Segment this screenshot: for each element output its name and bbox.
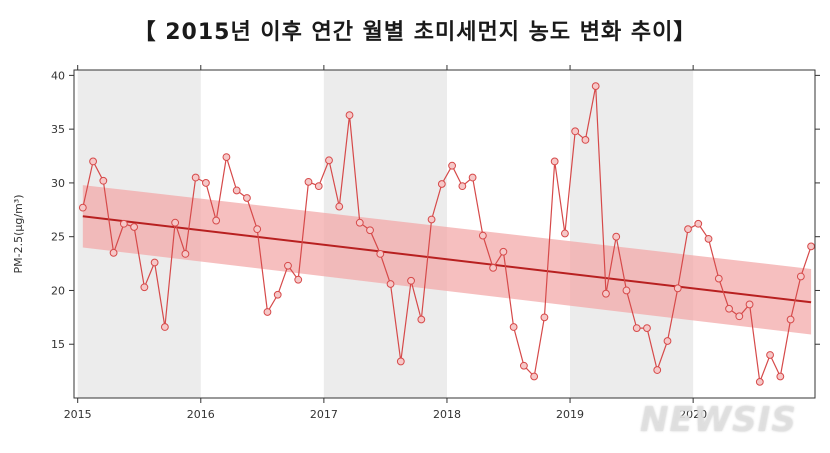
data-point	[612, 232, 621, 241]
data-point	[468, 173, 477, 182]
data-point	[130, 223, 139, 231]
data-point	[745, 300, 754, 309]
data-point	[622, 286, 631, 295]
data-point	[140, 283, 149, 292]
y-tick-label: 35	[51, 123, 65, 136]
data-point	[755, 377, 764, 386]
data-point	[89, 157, 97, 166]
y-tick-label: 25	[51, 231, 65, 244]
data-point	[202, 179, 210, 187]
data-point	[294, 275, 303, 284]
year-shade-2019	[570, 70, 694, 398]
data-point	[212, 216, 221, 225]
axes: 15 20 25 30 35 40 2015 2016 2017 2018 2019 2020 PM-2…	[12, 65, 820, 421]
y-axis-label: PM-2.5(μg/m³)	[12, 195, 25, 274]
chart-title: 【 2015년 이후 연간 월별 초미세먼지 농도 변화 추이】	[133, 20, 697, 45]
trend-line-layer	[82, 215, 812, 304]
trend-line	[82, 215, 812, 304]
data-point	[458, 182, 467, 191]
data-point	[232, 186, 241, 195]
data-point	[643, 324, 651, 332]
data-point	[78, 203, 87, 212]
data-point	[663, 337, 672, 345]
data-point	[181, 249, 190, 258]
data-point	[253, 225, 262, 234]
data-point	[735, 312, 744, 321]
y-tick-label: 40	[51, 69, 65, 82]
data-point	[561, 229, 569, 238]
data-point	[150, 258, 159, 267]
data-point	[263, 308, 272, 316]
data-point	[766, 351, 774, 359]
data-point	[314, 182, 323, 191]
data-point	[437, 180, 446, 188]
data-point	[109, 248, 118, 257]
data-point	[119, 219, 128, 228]
data-point	[427, 215, 436, 224]
data-point	[478, 231, 487, 240]
data-point	[366, 226, 374, 235]
data-point	[345, 111, 354, 120]
data-point	[355, 218, 364, 227]
x-tick-label: 2018	[433, 408, 461, 421]
data-point	[171, 218, 180, 227]
data-point	[530, 372, 539, 381]
data-point	[571, 127, 580, 136]
series-layer	[78, 82, 816, 386]
data-point	[325, 156, 333, 165]
y-tick-label: 30	[51, 177, 65, 190]
data-point	[160, 323, 169, 331]
data-point	[489, 263, 498, 272]
data-point	[581, 136, 590, 144]
data-point	[796, 272, 805, 281]
data-point	[448, 161, 456, 170]
x-tick-label: 2015	[64, 408, 92, 421]
y-tick-label: 20	[51, 284, 65, 297]
newsis-watermark: NEWSIS	[640, 400, 797, 440]
data-point	[684, 225, 692, 234]
data-point	[550, 157, 559, 166]
data-point	[776, 372, 785, 381]
plot-frame	[73, 69, 816, 399]
data-point	[602, 289, 610, 298]
data-point	[694, 219, 703, 228]
data-point	[284, 261, 292, 270]
data-point	[417, 315, 426, 324]
data-point	[653, 366, 662, 374]
data-point	[396, 357, 405, 366]
data-point	[786, 315, 795, 324]
data-point	[99, 176, 108, 185]
data-point	[335, 202, 344, 211]
x-tick-label: 2020	[679, 408, 707, 421]
data-point	[632, 324, 641, 332]
data-point	[673, 284, 682, 293]
data-point	[243, 194, 251, 202]
data-point	[725, 304, 733, 313]
data-point	[376, 249, 385, 258]
data-point	[540, 313, 549, 322]
data-point	[191, 173, 200, 182]
data-point	[222, 153, 231, 162]
x-tick-label: 2016	[187, 408, 215, 421]
data-point	[807, 242, 816, 251]
data-point	[519, 361, 528, 370]
data-point	[304, 177, 313, 186]
x-tick-label: 2019	[556, 408, 584, 421]
data-point	[407, 276, 415, 285]
data-point	[591, 82, 600, 91]
data-point	[509, 323, 518, 331]
x-tick-label: 2017	[310, 408, 338, 421]
data-point	[273, 290, 282, 299]
data-point	[704, 234, 713, 243]
data-point	[499, 247, 508, 256]
data-point	[386, 280, 395, 288]
data-point	[714, 274, 723, 283]
y-tick-label: 15	[51, 338, 65, 351]
